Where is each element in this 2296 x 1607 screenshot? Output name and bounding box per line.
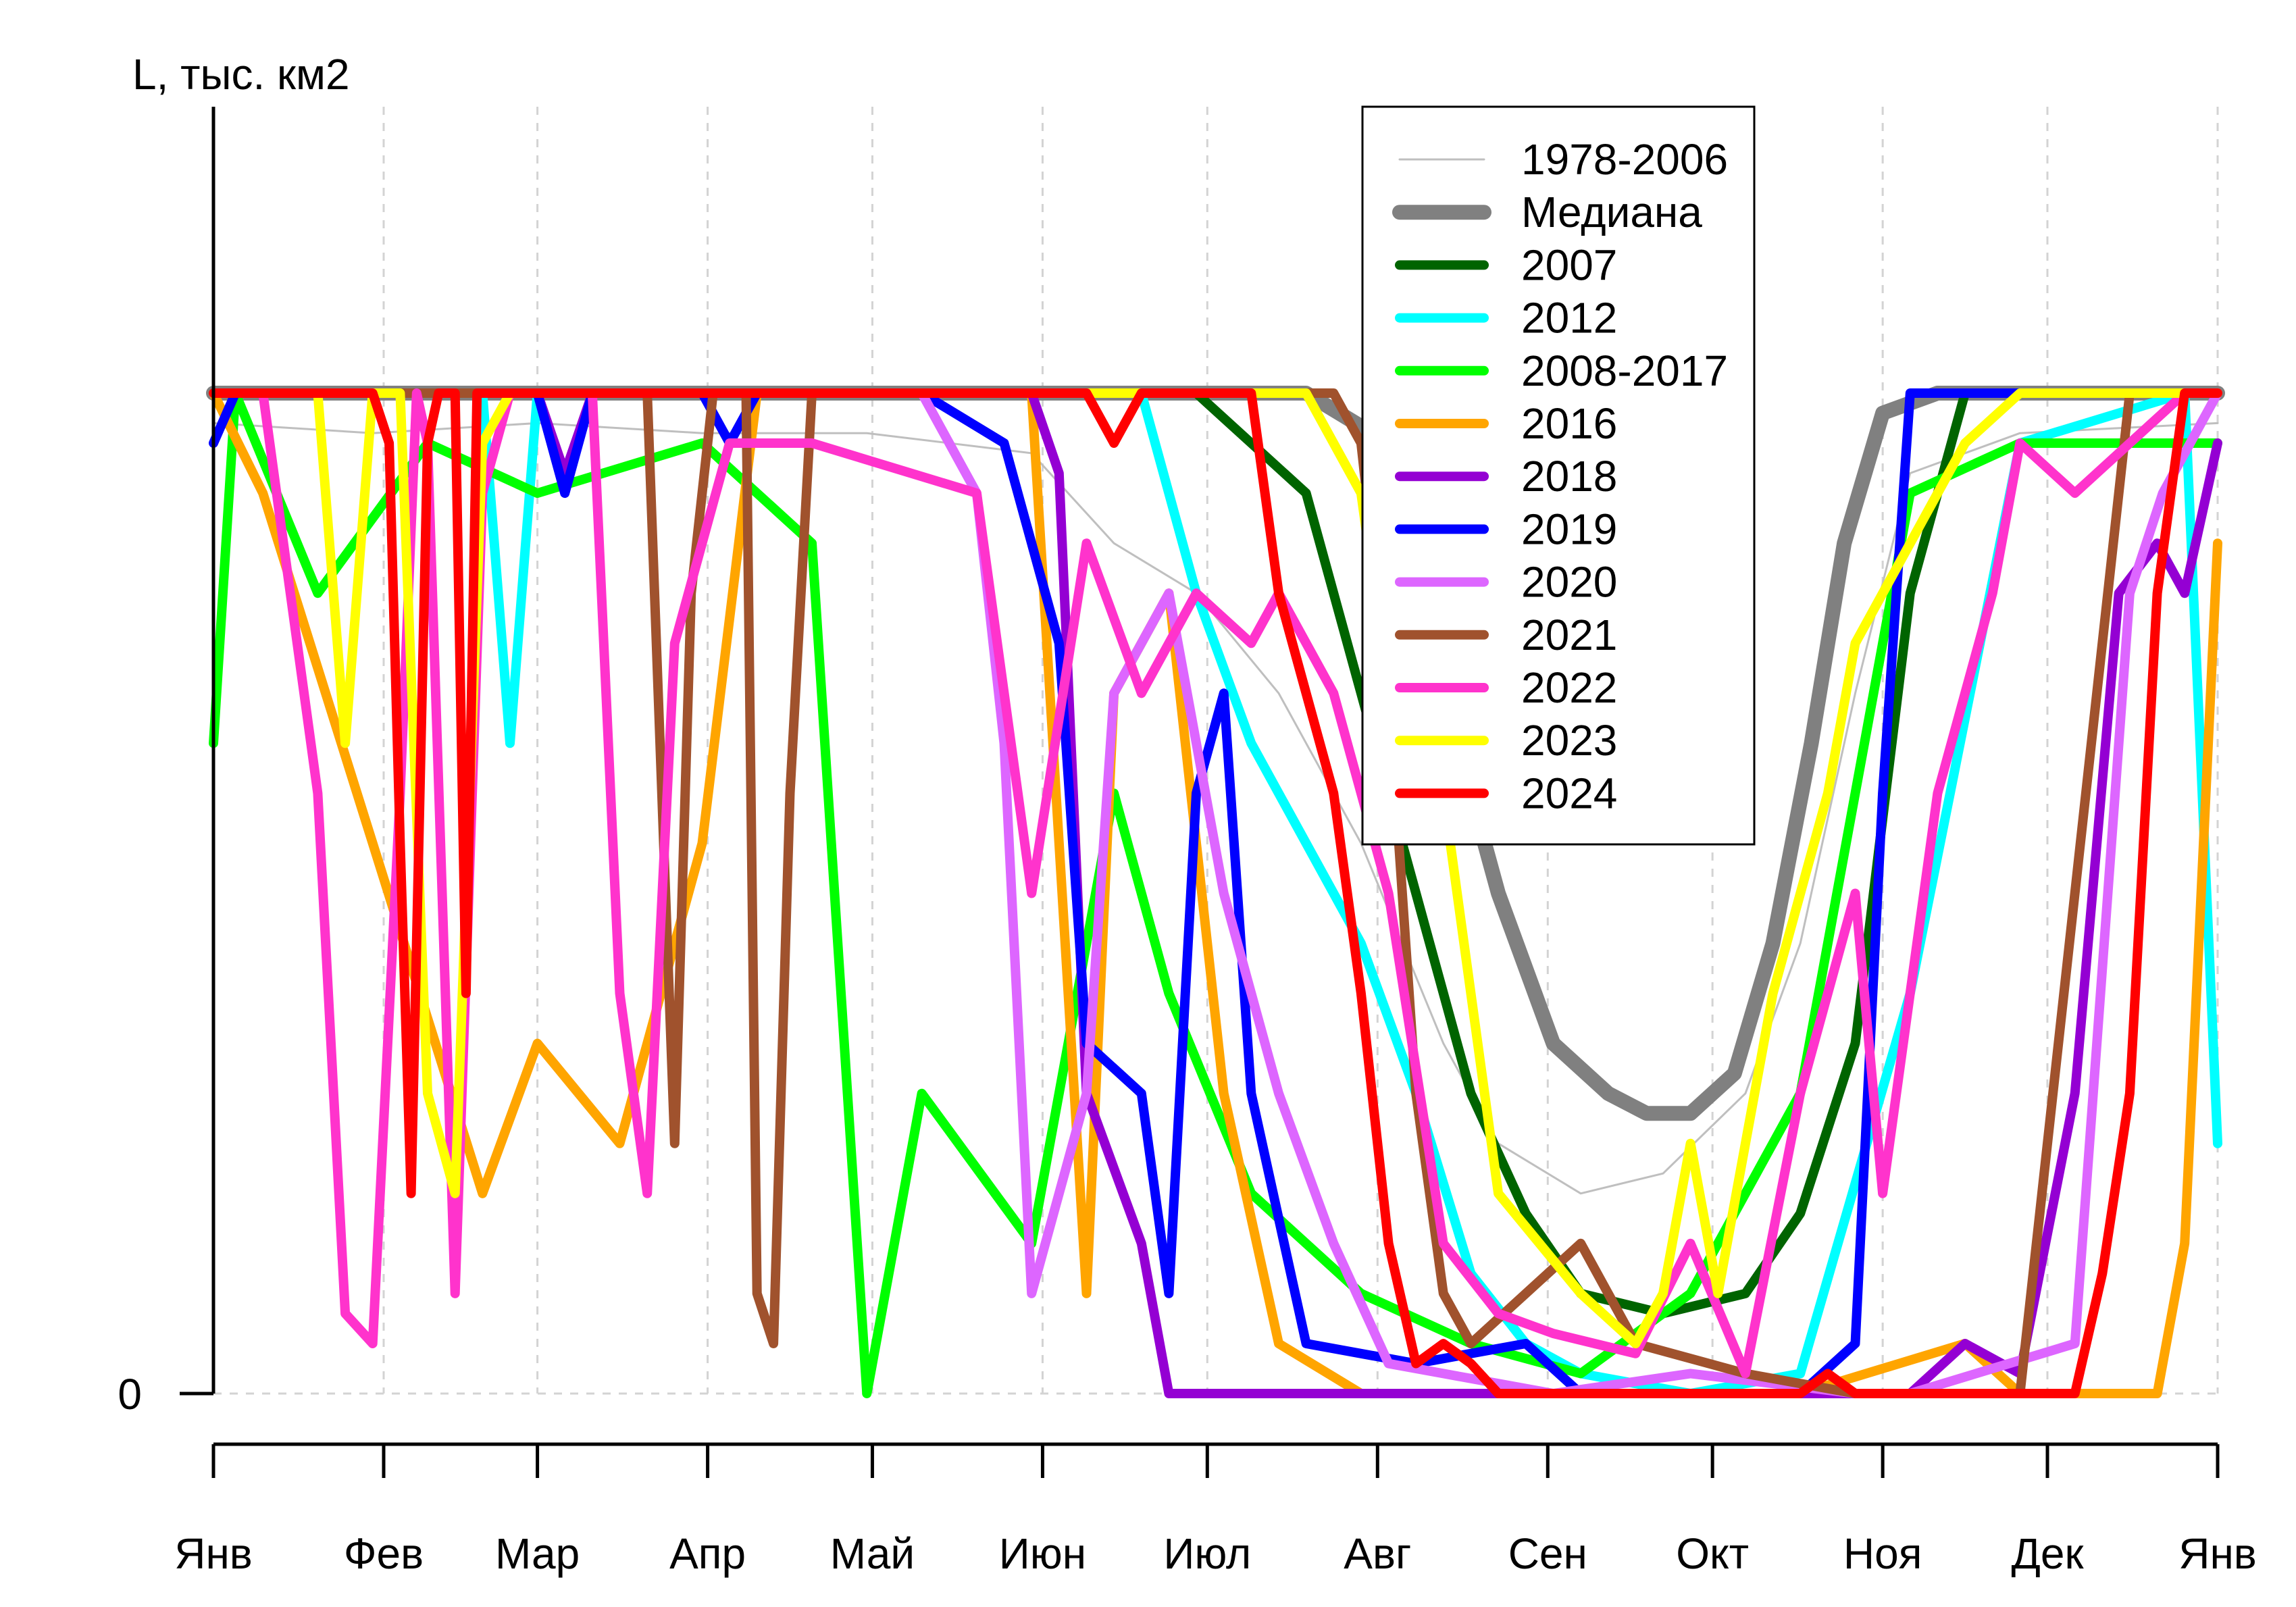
series-line [209, 388, 2222, 1398]
series-line [209, 388, 2222, 1398]
x-tick-label: Ноя [1843, 1529, 1922, 1578]
x-tick-label: Фев [344, 1529, 424, 1578]
series-line [209, 388, 2222, 1398]
legend-label: 2019 [1521, 505, 1617, 553]
legend-label: Медиана [1521, 188, 1702, 236]
legend-label: 2023 [1521, 716, 1617, 765]
legend: 1978-2006Медиана200720122008-20172016201… [1361, 105, 1756, 846]
series-line [209, 388, 2222, 1398]
legend-label: 2007 [1521, 240, 1617, 289]
series-line [209, 388, 2222, 1398]
legend-label: 1978-2006 [1521, 135, 1728, 184]
series-line [209, 388, 2222, 1398]
x-tick-label: Авг [1344, 1529, 1411, 1578]
legend-label: 2016 [1521, 399, 1617, 448]
x-tick-label: Июл [1163, 1529, 1251, 1578]
legend-label: 2024 [1521, 769, 1617, 817]
y-tick-label-zero: 0 [118, 1370, 142, 1419]
legend-label: 2022 [1521, 663, 1617, 712]
x-tick-label: Апр [669, 1529, 746, 1578]
legend-label: 2021 [1521, 611, 1617, 659]
grid-lines [212, 107, 2219, 1395]
x-tick-label: Май [830, 1529, 915, 1578]
series-line [209, 388, 2222, 1348]
x-tick-label: Сен [1508, 1529, 1587, 1578]
x-tick-label: Окт [1676, 1529, 1749, 1578]
legend-label: 2020 [1521, 558, 1617, 607]
x-tick-label: Дек [2012, 1529, 2085, 1578]
x-ticks: Янв Фев Мар Апр Май Июн Июл Авг Сен Окт Ноя Дек Янв [174, 1444, 2257, 1578]
x-tick-label: Июн [999, 1529, 1086, 1578]
legend-label: 2012 [1521, 294, 1617, 342]
legend-label: 2018 [1521, 452, 1617, 501]
y-axis-title: L, тыс. км2 [132, 50, 350, 99]
legend-items: 1978-2006Медиана200720122008-20172016201… [1392, 135, 1728, 817]
series-line [209, 388, 2222, 1398]
legend-label: 2008-2017 [1521, 347, 1728, 395]
x-tick-label: Янв [2178, 1529, 2257, 1578]
x-tick-label: Мар [495, 1529, 580, 1578]
x-tick-label: Янв [174, 1529, 253, 1578]
plot-series [206, 386, 2225, 1398]
series-line [209, 388, 2222, 1398]
